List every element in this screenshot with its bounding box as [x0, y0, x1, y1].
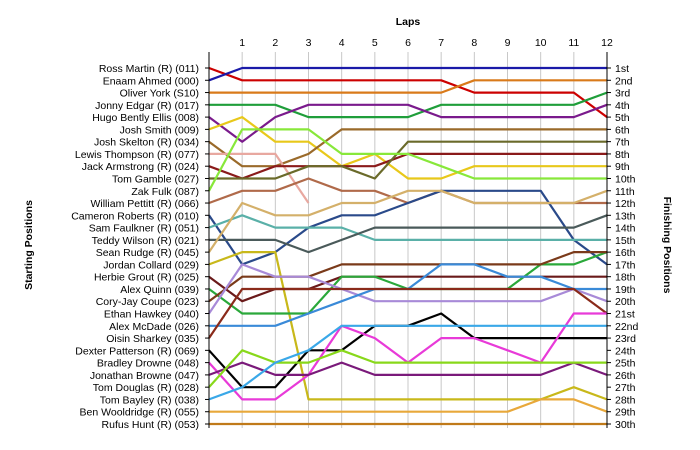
finish-position-label: 24th [615, 345, 636, 357]
finish-position-label: 15th [615, 235, 636, 247]
lap-tick-label: 10 [535, 37, 547, 49]
driver-position-line [209, 398, 608, 413]
finish-position-label: 28th [615, 394, 636, 406]
driver-position-line [208, 214, 607, 241]
finish-position-label: 22nd [615, 321, 639, 333]
driver-start-label: Lewis Thompson (R) (077) [75, 149, 199, 161]
driver-start-label: Sean Rudge (R) (045) [96, 247, 199, 259]
finish-position-label: 25th [615, 358, 636, 370]
driver-start-label: Ross Martin (R) (011) [99, 63, 199, 75]
driver-position-line [208, 263, 608, 315]
lap-tick-label: 6 [405, 37, 411, 49]
finish-position-label: 5th [615, 112, 630, 124]
driver-position-line [208, 116, 607, 180]
finish-position-label: 27th [615, 382, 636, 394]
series-lines [208, 66, 608, 426]
finish-position-label: 23rd [615, 333, 636, 345]
driver-position-line [208, 361, 608, 376]
driver-start-label: Ben Wooldridge (R) (055) [80, 407, 199, 419]
finish-position-label: 3rd [615, 88, 630, 100]
finish-position-label: 26th [615, 370, 636, 382]
driver-start-label: Alex Quinn (039) [120, 284, 199, 296]
driver-position-line [209, 140, 607, 180]
finish-position-label: 1st [615, 63, 629, 75]
driver-position-line [208, 66, 608, 118]
driver-position-line [208, 103, 608, 143]
driver-start-label: Teddy Wilson (R) (021) [92, 235, 199, 247]
lap-tick-label: 9 [505, 37, 511, 49]
driver-start-label: Jonny Edgar (R) (017) [95, 100, 199, 112]
lap-tick-label: 2 [272, 37, 278, 49]
driver-position-line [209, 91, 608, 119]
lap-tick-label: 4 [339, 37, 345, 49]
left-axis-title: Starting Positions [23, 200, 35, 290]
lap-tick-label: 1 [239, 37, 245, 49]
driver-position-line [208, 128, 607, 192]
driver-start-label: Cory-Jay Coupe (023) [96, 296, 199, 308]
finish-position-label: 4th [615, 100, 630, 112]
driver-start-label: Jonathan Browne (047) [90, 370, 199, 382]
driver-start-label: Rufus Hunt (R) (053) [102, 419, 199, 431]
driver-start-label: Hugo Bently Ellis (008) [92, 112, 199, 124]
axes [205, 52, 611, 428]
finish-position-label: 12th [615, 198, 636, 210]
finish-position-label: 10th [615, 173, 636, 185]
finish-position-label: 8th [615, 149, 630, 161]
driver-start-label: Ethan Hawkey (040) [104, 309, 199, 321]
driver-start-label: Oisin Sharkey (035) [106, 333, 199, 345]
driver-position-line [208, 66, 607, 82]
finish-position-label: 20th [615, 296, 636, 308]
right-axis-title: Finishing Positions [661, 197, 673, 294]
lap-tick-label: 5 [372, 37, 378, 49]
driver-position-line [208, 324, 607, 401]
driver-position-line [209, 152, 310, 204]
driver-start-label: Josh Smith (009) [120, 124, 199, 136]
lap-tick-label: 3 [306, 37, 312, 49]
driver-position-line [209, 79, 607, 94]
finish-position-label: 7th [615, 137, 630, 149]
driver-position-line [209, 214, 608, 254]
driver-start-label: Tom Douglas (R) (028) [93, 382, 199, 394]
lap-tick-label: 12 [601, 37, 613, 49]
driver-start-label: Zak Fulk (087) [131, 186, 199, 198]
finish-position-label: 30th [615, 419, 636, 431]
finish-position-label: 19th [615, 284, 636, 296]
finish-position-label: 2nd [615, 75, 633, 87]
finish-position-label: 29th [615, 407, 636, 419]
driver-position-line [208, 189, 608, 253]
finish-position-label: 6th [615, 124, 630, 136]
driver-start-label: William Pettitt (R) (066) [90, 198, 199, 210]
lap-tick-label: 7 [438, 37, 444, 49]
finish-position-label: 21st [615, 309, 635, 321]
driver-start-label: Dexter Patterson (R) (069) [75, 345, 199, 357]
driver-start-label: Tom Bayley (R) (038) [100, 394, 199, 406]
driver-start-label: Herbie Grout (R) (025) [94, 272, 199, 284]
driver-start-label: Oliver York (S10) [120, 88, 199, 100]
driver-position-line [208, 287, 608, 339]
lap-tick-label: 11 [568, 37, 579, 49]
driver-start-label: Jack Armstrong (R) (024) [82, 161, 199, 173]
lap-tick-label: 8 [471, 37, 477, 49]
finish-position-label: 18th [615, 272, 636, 284]
finish-position-label: 13th [615, 210, 636, 222]
driver-start-label: Jordan Collard (029) [103, 259, 199, 271]
driver-start-label: Bradley Drowne (048) [97, 358, 199, 370]
finish-position-label: 9th [615, 161, 630, 173]
driver-start-label: Enaam Ahmed (000) [103, 75, 199, 87]
driver-start-label: Alex McDade (026) [109, 321, 199, 333]
x-axis-title: Laps [396, 16, 421, 28]
finish-position-label: 16th [615, 247, 636, 259]
finish-position-label: 11th [615, 186, 635, 198]
finish-position-label: 17th [615, 259, 636, 271]
driver-start-label: Cameron Roberts (R) (010) [71, 210, 199, 222]
driver-start-label: Josh Skelton (R) (034) [94, 137, 199, 149]
driver-start-label: Sam Faulkner (R) (051) [89, 223, 199, 235]
finish-position-label: 14th [615, 223, 636, 235]
driver-start-label: Tom Gamble (027) [112, 173, 199, 185]
